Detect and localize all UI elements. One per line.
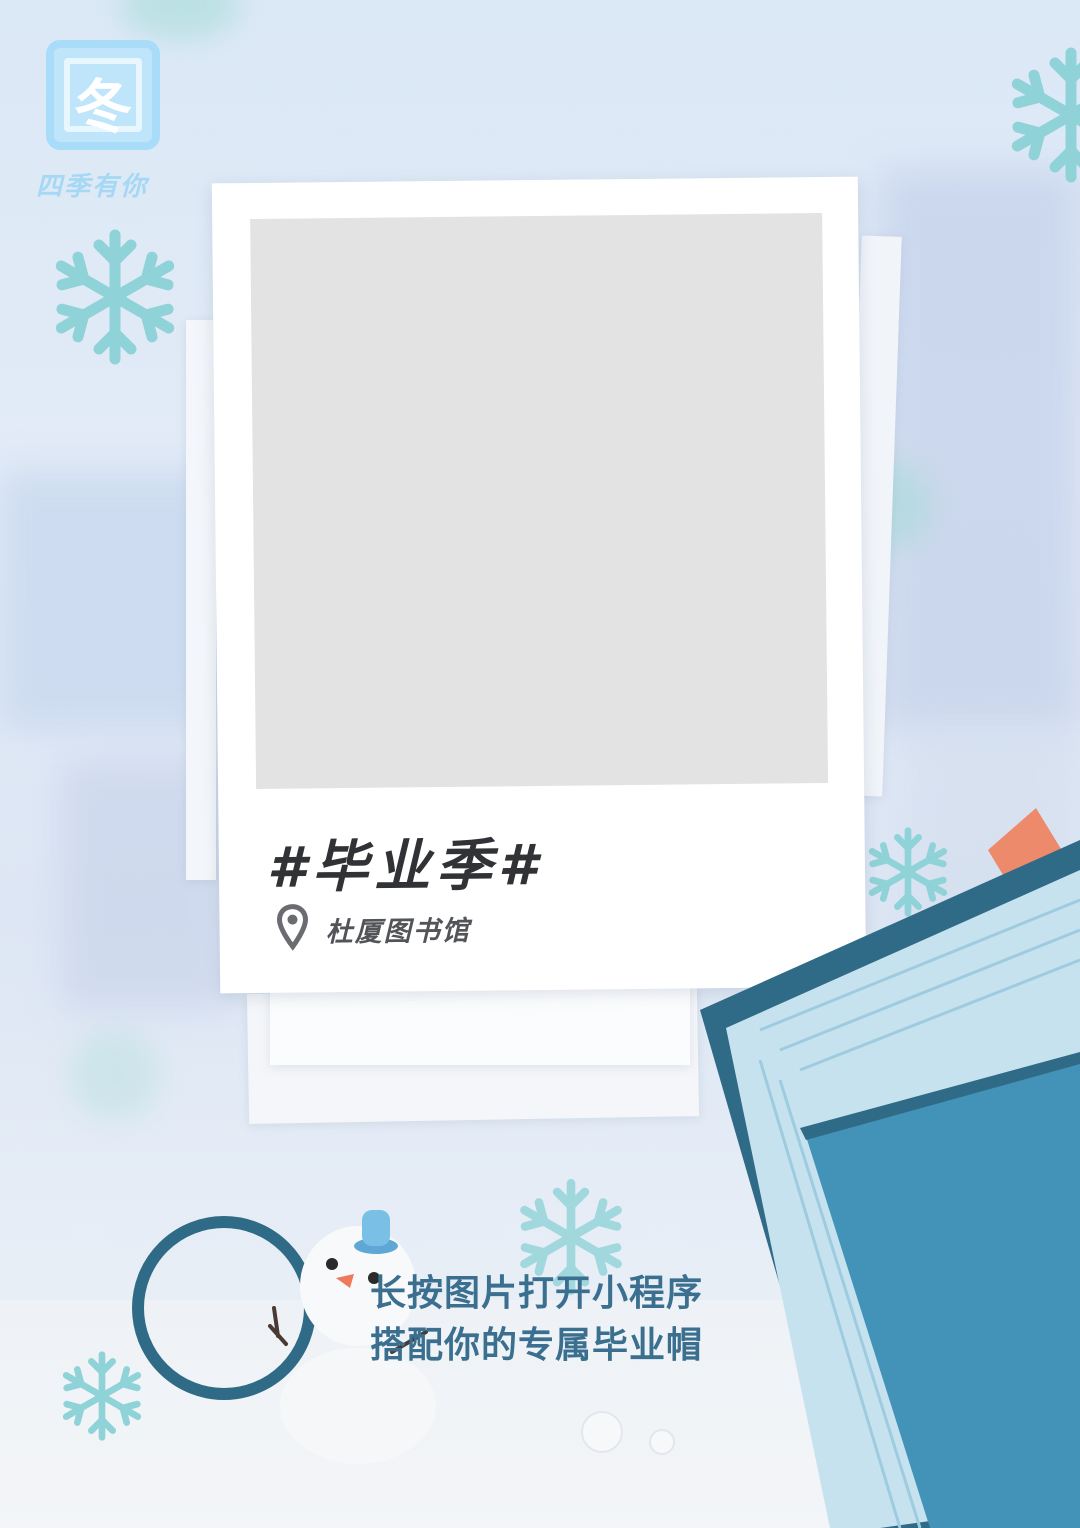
location-pin-icon (276, 904, 308, 951)
logo-subtitle: 四季有你 (36, 172, 149, 202)
cta-line-1: 长按图片打开小程序 (370, 1273, 704, 1314)
snowman (268, 1210, 436, 1464)
bg-blur-block (880, 170, 1080, 730)
paper-sheet (186, 320, 216, 880)
polaroid-card: #毕业季# 杜厦图书馆 (211, 176, 867, 994)
cta-line-2: 搭配你的专属毕业帽 (370, 1325, 704, 1366)
paper-sheet (270, 985, 690, 1065)
logo-glyph: 冬 (73, 73, 132, 141)
snowflake-icon (40, 229, 190, 372)
bg-blur-dot (70, 1030, 160, 1120)
snowball (581, 1411, 675, 1455)
app-logo: 冬 (46, 40, 160, 150)
